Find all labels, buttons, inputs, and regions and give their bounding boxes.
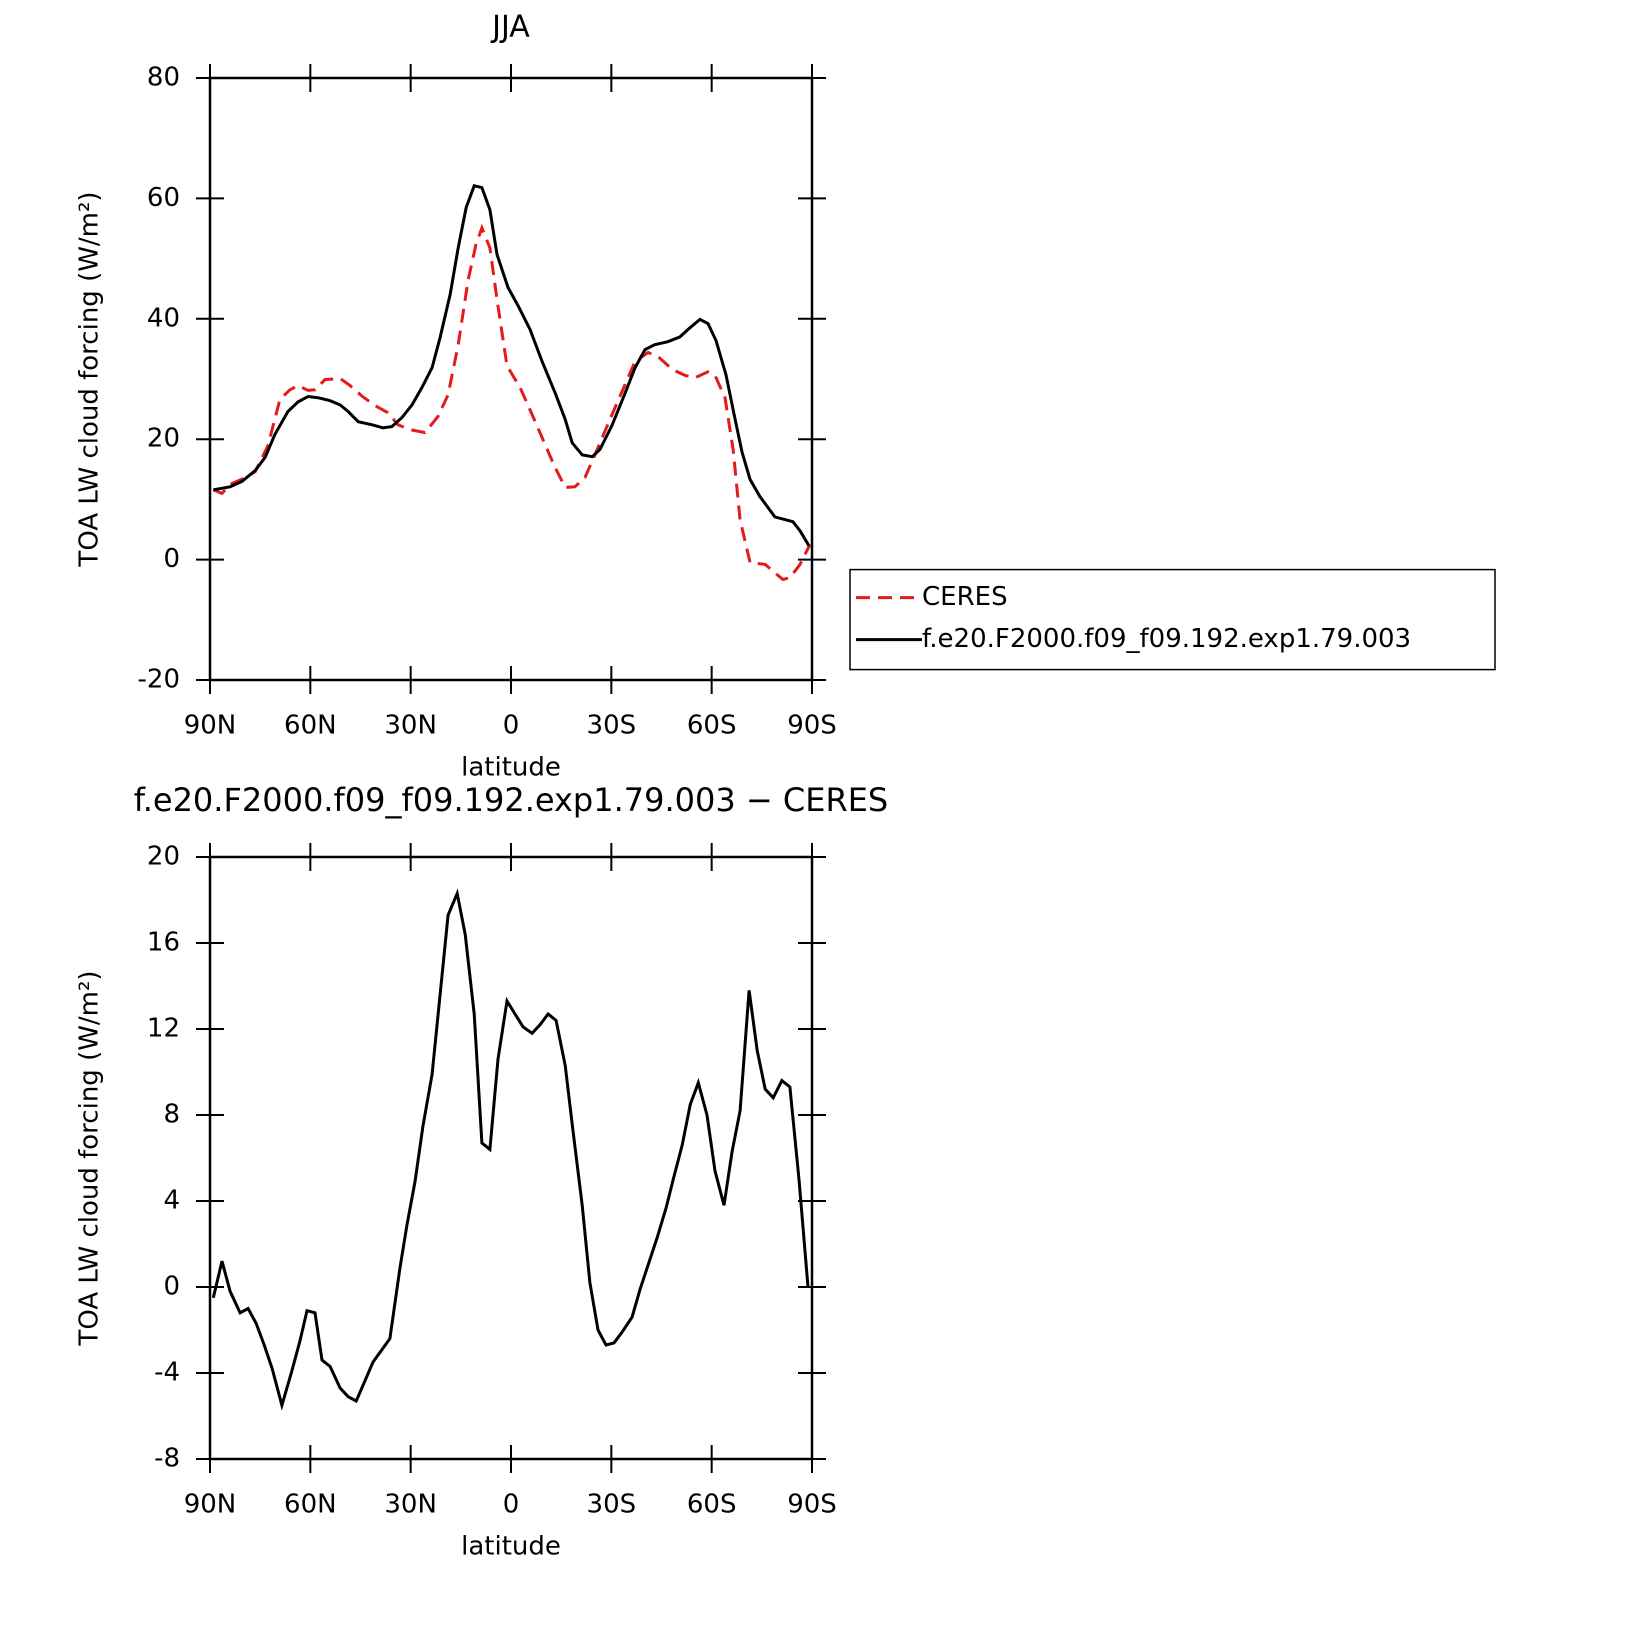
x-tick-label: 60N — [284, 1490, 337, 1520]
y-tick-label: 20 — [147, 424, 180, 454]
x-tick-label: 30N — [384, 711, 437, 741]
x-tick-label: 90S — [787, 1490, 837, 1520]
y-tick-label: 12 — [147, 1014, 180, 1044]
chart-title: JJA — [490, 10, 530, 45]
legend-box — [849, 568, 1496, 671]
x-tick-label: 0 — [503, 1490, 520, 1520]
y-axis-label: TOA LW cloud forcing (W/m²) — [75, 191, 105, 567]
x-tick-label: 0 — [503, 711, 520, 741]
y-tick-label: 80 — [147, 63, 180, 93]
y-tick-label: -4 — [154, 1358, 180, 1388]
x-tick-label: 30S — [587, 711, 637, 741]
y-tick-label: 40 — [147, 303, 180, 333]
x-tick-label: 60N — [284, 711, 337, 741]
y-tick-label: 0 — [163, 544, 180, 574]
x-tick-label: 60S — [687, 711, 737, 741]
y-tick-label: 20 — [147, 842, 180, 872]
x-tick-label: 30N — [384, 1490, 437, 1520]
x-axis-label: latitude — [461, 753, 561, 783]
x-tick-label: 60S — [687, 1490, 737, 1520]
legend-label: f.e20.F2000.f09_f09.192.exp1.79.003 — [922, 624, 1411, 654]
x-tick-label: 90N — [184, 1490, 237, 1520]
plot-frame — [208, 855, 814, 1461]
x-tick-label: 90S — [787, 711, 837, 741]
y-axis-label: TOA LW cloud forcing (W/m²) — [75, 970, 105, 1346]
y-tick-label: 0 — [163, 1272, 180, 1302]
data-line — [211, 888, 810, 1411]
x-tick-label: 90N — [184, 711, 237, 741]
y-tick-label: 4 — [163, 1186, 180, 1216]
y-tick-label: -8 — [154, 1444, 180, 1474]
y-tick-label: -20 — [138, 665, 180, 695]
legend-label: CERES — [922, 582, 1008, 612]
y-tick-label: 16 — [147, 928, 180, 958]
data-line — [212, 223, 812, 582]
y-tick-label: 60 — [147, 183, 180, 213]
x-tick-label: 30S — [587, 1490, 637, 1520]
data-line — [213, 184, 811, 547]
chart-title: f.e20.F2000.f09_f09.192.exp1.79.003 − CE… — [134, 781, 888, 819]
legend: CERES f.e20.F2000.f09_f09.192.exp1.79.003 — [849, 568, 1496, 671]
plot-frame — [208, 76, 814, 682]
x-axis-label: latitude — [461, 1532, 561, 1562]
y-tick-label: 8 — [163, 1100, 180, 1130]
